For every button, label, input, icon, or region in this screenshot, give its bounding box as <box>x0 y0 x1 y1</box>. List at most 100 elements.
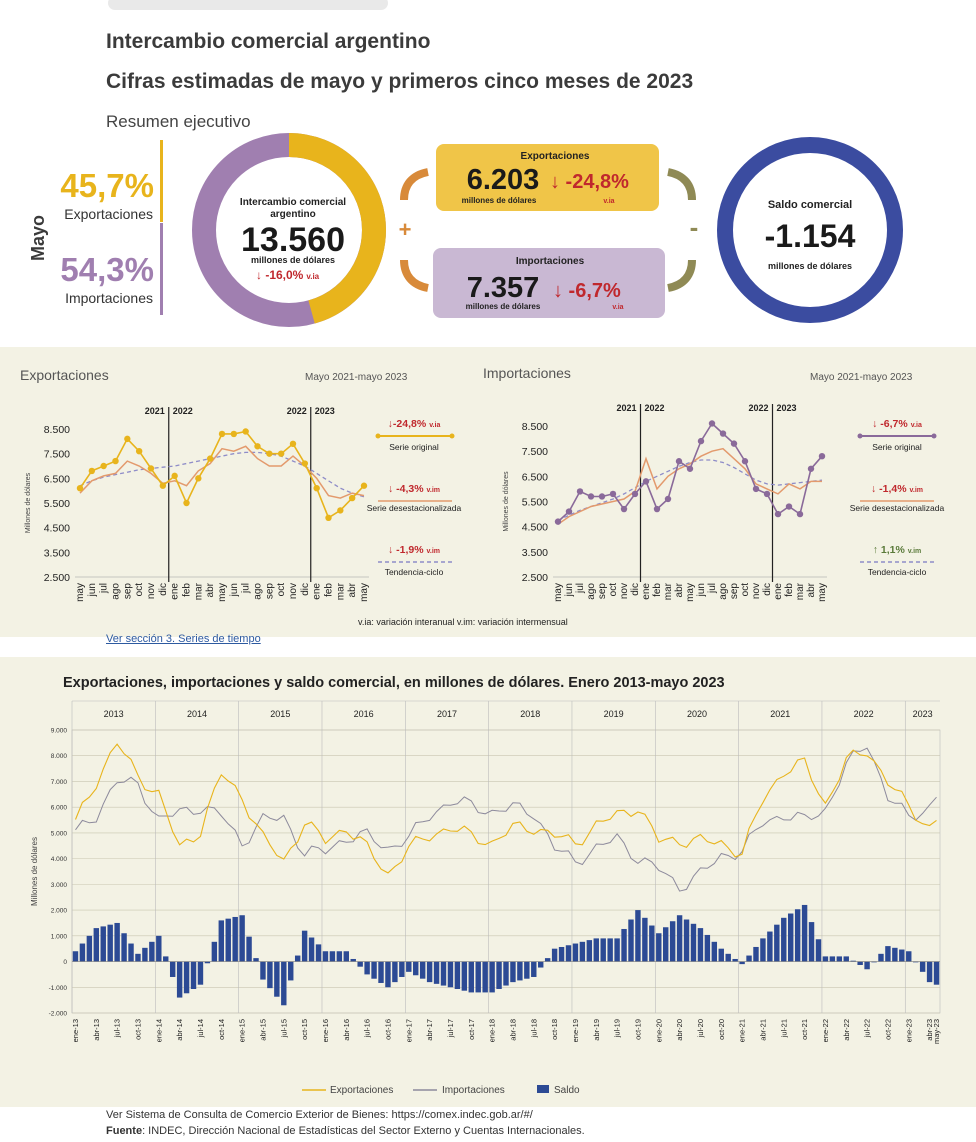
exports-line-chart: Millones de dólares 8.500 7.500 6.500 5.500 4… <box>25 406 462 602</box>
x-tick-label: oct-15 <box>300 1019 309 1040</box>
year-label: 2022 <box>748 403 768 413</box>
series-point <box>88 467 96 475</box>
history-plot: 9.000 8.000 7.000 6.000 5.000 4.000 3.000 2.000… <box>30 700 941 1096</box>
series-point <box>763 490 771 498</box>
saldo-bar <box>919 961 926 972</box>
year-label: 2016 <box>354 709 374 719</box>
saldo-bar <box>114 922 120 962</box>
saldo-bar <box>558 946 565 962</box>
y-tick-label: 6.500 <box>522 471 548 483</box>
y-tick-label: 5.500 <box>44 498 70 510</box>
saldo-bar <box>183 961 190 994</box>
legend-label: Serie desestacionalizada <box>367 503 462 513</box>
legend-label: Serie desestacionalizada <box>850 503 945 513</box>
y-tick-label: 4.500 <box>44 523 70 535</box>
saldo-bar <box>753 946 759 962</box>
y-tick-label: 2.500 <box>522 572 548 584</box>
x-tick-label: abr <box>806 582 817 597</box>
saldo-bar <box>267 961 273 989</box>
x-tick-label: nov <box>619 583 630 599</box>
balance-ring <box>717 137 903 323</box>
saldo-bar <box>364 961 370 975</box>
y-tick-label: 4.500 <box>522 522 548 534</box>
imports-line-chart: Millones de dólares 8.500 7.500 6.500 5.500 4… <box>503 403 945 602</box>
series-point <box>124 435 131 443</box>
saldo-bar <box>906 951 912 962</box>
saldo-bar <box>454 961 461 989</box>
saldo-bar <box>878 953 884 962</box>
x-tick-label: abr-14 <box>175 1019 184 1041</box>
x-tick-label: may-23 <box>932 1019 941 1044</box>
y-tick-label: -2.000 <box>49 1011 68 1018</box>
imports-share: 54,3% <box>60 251 154 288</box>
saldo-bar <box>579 941 586 962</box>
trade-value: 13.560 <box>241 221 345 259</box>
balance-unit: millones de dólares <box>768 261 852 271</box>
legend-swatch <box>857 433 863 439</box>
saldo-bar <box>836 956 843 962</box>
y-tick-label: 1.000 <box>51 933 68 940</box>
x-tick-label: jul-13 <box>113 1019 122 1038</box>
x-tick-label: oct-18 <box>550 1019 559 1040</box>
saldo-bar <box>531 961 537 977</box>
series-point <box>697 437 705 445</box>
saldo-bar <box>572 943 579 962</box>
series-point <box>135 448 143 455</box>
y-tick-label: 4.000 <box>51 856 68 863</box>
x-tick-label: ene <box>641 583 652 600</box>
series-point <box>195 475 202 482</box>
legend-swatch <box>537 1085 549 1093</box>
x-tick-label: mar <box>335 582 346 600</box>
legend-label: Saldo <box>554 1085 580 1096</box>
trade-change: ↓ -16,0% v.ia <box>256 268 320 282</box>
x-tick-label: oct-14 <box>217 1019 226 1040</box>
saldo-bar <box>649 925 655 962</box>
x-tick-label: abr-23 <box>925 1019 934 1041</box>
saldo-bar <box>294 955 301 962</box>
saldo-bar <box>628 919 634 962</box>
year-label: 2022 <box>287 406 307 416</box>
series-point <box>337 507 344 514</box>
saldo-bar <box>426 961 433 983</box>
legend-label: Importaciones <box>442 1085 505 1096</box>
history-chart: Exportaciones, importaciones y saldo com… <box>30 675 941 1096</box>
time-series-link[interactable]: Ver sección 3. Series de tiempo <box>106 633 261 645</box>
saldo-bar <box>718 948 724 962</box>
saldo-bar <box>128 943 134 962</box>
saldo-bar <box>676 915 683 962</box>
series-line-1 <box>557 447 822 525</box>
left-bracket-bottom <box>400 259 429 292</box>
saldo-bar <box>781 917 787 962</box>
saldo-bar <box>538 961 544 968</box>
saldo-bar <box>413 961 419 976</box>
saldo-bar <box>593 938 599 962</box>
saldo-bar <box>433 961 440 984</box>
history-band <box>0 657 976 1107</box>
x-tick-label: jul <box>99 583 110 594</box>
series-point <box>348 494 356 502</box>
history-chart-title: Exportaciones, importaciones y saldo com… <box>63 675 725 691</box>
x-tick-label: jul-22 <box>863 1019 872 1038</box>
series-point <box>171 472 178 480</box>
y-tick-label: 3.500 <box>522 547 548 559</box>
series-point <box>642 478 650 485</box>
x-tick-label: dic <box>158 583 169 596</box>
saldo-bar <box>926 961 933 983</box>
x-tick-label: ene-20 <box>654 1019 663 1042</box>
series-point <box>774 510 782 518</box>
x-tick-label: mar <box>795 582 806 600</box>
y-tick-label: 0 <box>63 959 67 966</box>
saldo-bar <box>808 922 815 962</box>
x-tick-label: ene-21 <box>738 1019 747 1042</box>
series-point <box>719 430 727 437</box>
x-tick-label: may <box>817 583 828 602</box>
saldo-bar <box>107 924 113 962</box>
x-tick-label: feb <box>652 583 663 597</box>
minus-sign: - <box>690 212 699 242</box>
x-tick-label: oct <box>276 583 287 597</box>
saldo-bar <box>746 955 752 962</box>
footer-source: Fuente: INDEC, Dirección Nacional de Est… <box>106 1125 585 1137</box>
x-tick-label: dic <box>300 583 311 596</box>
y-tick-label: 3.000 <box>51 882 68 889</box>
year-label: 2023 <box>777 403 797 413</box>
